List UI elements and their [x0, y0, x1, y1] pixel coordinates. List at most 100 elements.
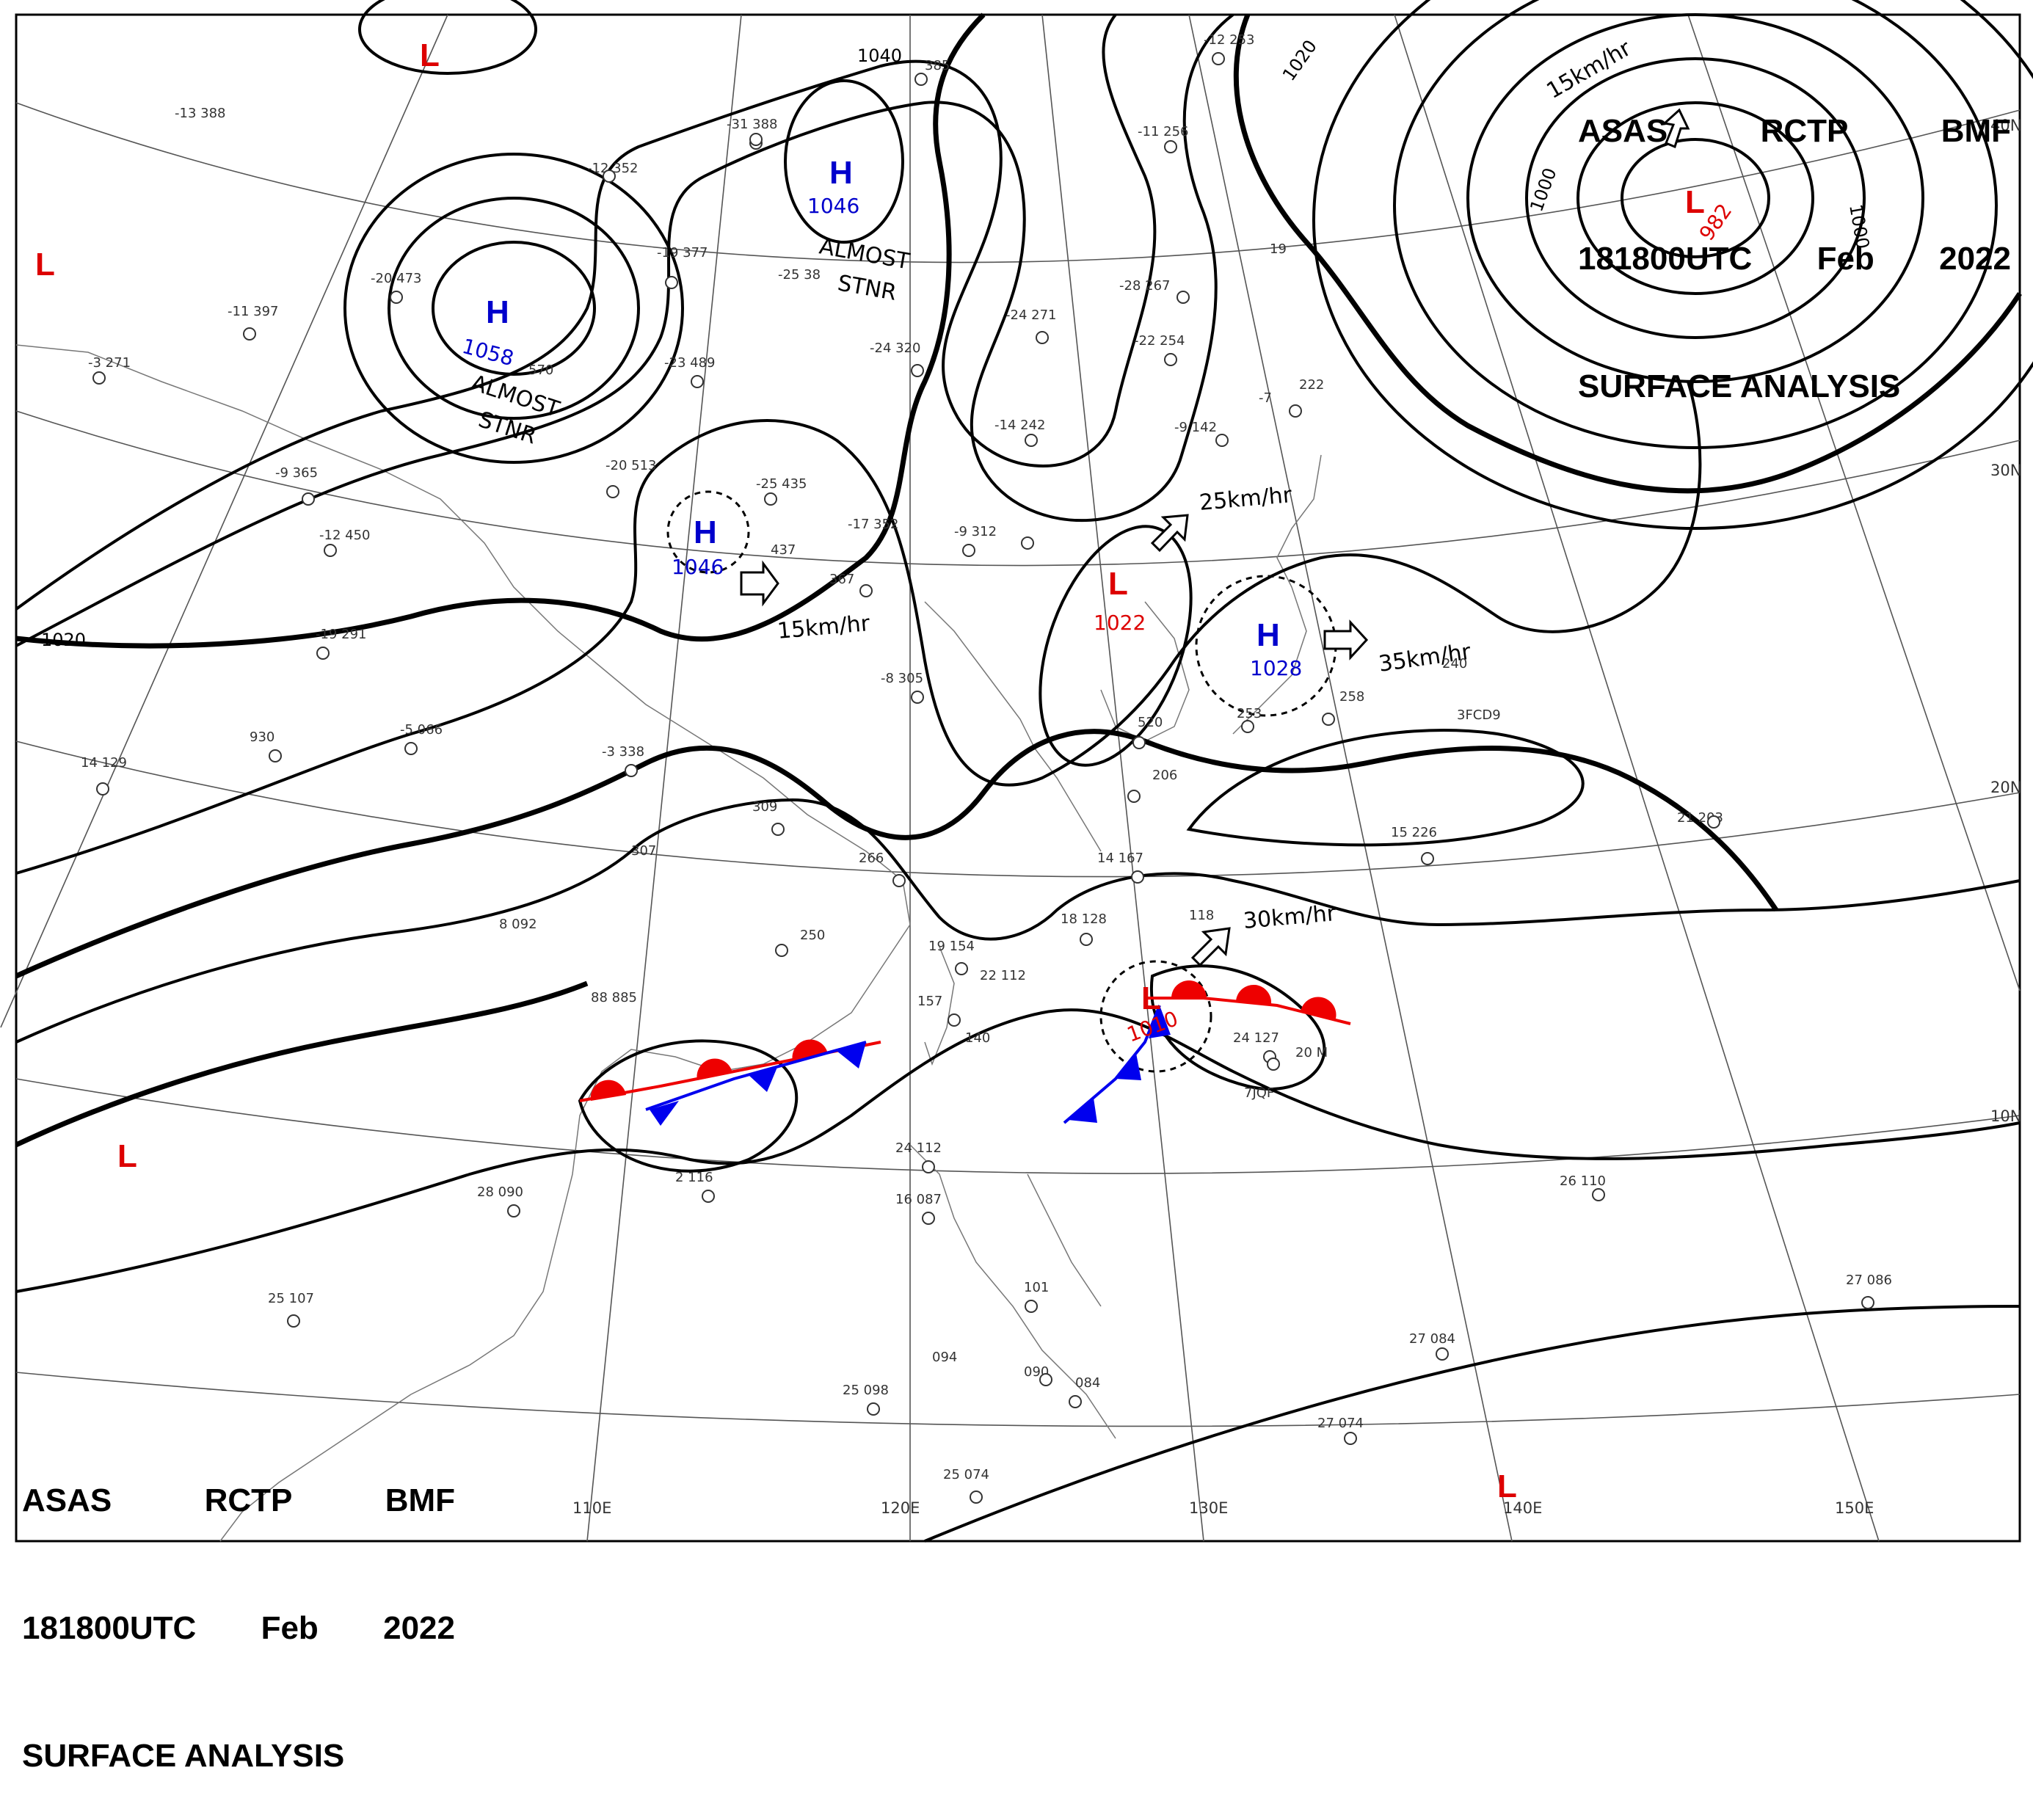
- lat-label: 20N: [1990, 779, 2021, 796]
- header-time: 181800UTC: [1578, 241, 1753, 277]
- arrow-icon: [1190, 927, 1231, 967]
- station-label: 250: [800, 928, 825, 943]
- header-year: 2022: [383, 1610, 455, 1646]
- map-header-bottom: ASAS RCTP BMF 181800UTC Feb 2022 SURFACE…: [22, 1394, 455, 1820]
- low-center: L: [1141, 980, 1161, 1016]
- high-center: H: [1256, 617, 1280, 653]
- station-label: 240: [1442, 656, 1467, 671]
- station-label: 437: [771, 542, 796, 558]
- station-label: -8 305: [881, 671, 923, 686]
- arrow-icon: [740, 560, 779, 607]
- station-label: -24 320: [870, 341, 920, 356]
- station-label: -23 489: [664, 355, 715, 371]
- station-label: 930: [250, 729, 274, 745]
- station-label: -13 388: [175, 106, 225, 121]
- station-label: 253: [1237, 706, 1262, 721]
- station-label: 14 167: [1097, 851, 1143, 866]
- station-label: 14 129: [81, 755, 127, 771]
- note-text: ALMOST: [818, 233, 912, 274]
- longitude-lines: [0, 14, 2021, 1542]
- speed-label: 30km/hr: [1243, 900, 1337, 934]
- station-label: 15 226: [1391, 825, 1437, 840]
- speed-label: 15km/hr: [777, 611, 871, 644]
- station-label: 88 885: [591, 990, 637, 1005]
- header-product: ASAS: [1578, 113, 1668, 149]
- low-center: L: [1108, 566, 1128, 602]
- station-label: -11 397: [228, 304, 278, 319]
- station-label: -12 253: [1204, 32, 1254, 48]
- station-label: -19 377: [657, 245, 708, 261]
- map-border: [15, 13, 2021, 1543]
- station-label: 101: [1024, 1280, 1049, 1295]
- station-label: 520: [1138, 715, 1163, 730]
- station-label: 28 090: [477, 1184, 523, 1200]
- station-label: -22 254: [1134, 333, 1185, 349]
- header-code: BMF: [385, 1482, 455, 1518]
- speed-label: 25km/hr: [1199, 482, 1293, 516]
- isobar-label: 1040: [857, 46, 902, 66]
- station-label: -3 338: [602, 744, 644, 760]
- low-center: L: [35, 247, 55, 283]
- major-isobars: [15, 12, 2022, 1148]
- header-station: RCTP: [1760, 113, 1849, 149]
- station-label: -9 142: [1174, 420, 1217, 435]
- isobar-label: 1020: [41, 630, 86, 650]
- header-time: 181800UTC: [22, 1610, 197, 1646]
- lat-label: 10N: [1990, 1107, 2021, 1125]
- header-month: Feb: [261, 1610, 319, 1646]
- station-label: 570: [528, 363, 553, 378]
- high-pressure: 1046: [672, 555, 724, 579]
- station-label: 266: [859, 851, 884, 866]
- station-label: 25 074: [943, 1467, 989, 1482]
- low-center: L: [420, 37, 440, 73]
- lat-label: 40N: [1990, 117, 2021, 134]
- weather-map: 1040 1020 1020 1000 1000: [0, 0, 2033, 1543]
- header-title: SURFACE ANALYSIS: [1578, 368, 1901, 404]
- station-label: 084: [1075, 1375, 1100, 1391]
- station-label: 24 112: [895, 1140, 942, 1156]
- latitude-labels: 40N 30N 20N 10N: [1990, 117, 2021, 1125]
- high-center: H: [829, 155, 853, 191]
- header-product: ASAS: [22, 1482, 112, 1518]
- low-center: L: [117, 1138, 137, 1174]
- station-label: 22 112: [980, 968, 1026, 983]
- high-pressure: 1046: [807, 194, 859, 218]
- header-year: 2022: [1939, 241, 2011, 277]
- high-center: H: [486, 294, 509, 330]
- header-month: Feb: [1816, 241, 1874, 277]
- station-label: 25 098: [843, 1383, 889, 1398]
- station-label: 3FCD9: [1457, 707, 1501, 723]
- station-label: 385: [925, 58, 950, 73]
- isobars: [15, 0, 2033, 1543]
- station-label: 8 092: [499, 917, 537, 932]
- station-label: 16 087: [895, 1192, 942, 1207]
- station-label: -17 352: [848, 517, 898, 532]
- station-label: 118: [1189, 908, 1214, 923]
- station-label: 27 084: [1409, 1331, 1455, 1347]
- station-label: 27 086: [1846, 1273, 1892, 1288]
- station-label: -20 513: [605, 458, 656, 473]
- station-label: 222: [1299, 377, 1324, 393]
- lon-label: 110E: [572, 1499, 611, 1517]
- station-label: 27 074: [1317, 1416, 1364, 1431]
- low-center: L: [1685, 184, 1705, 220]
- station-label: -31 388: [727, 117, 777, 132]
- station-label: 094: [932, 1350, 957, 1365]
- station-label: -7: [1259, 390, 1272, 406]
- station-label: 206: [1152, 768, 1177, 783]
- station-label: 258: [1339, 689, 1364, 705]
- arrow-icon: [1662, 108, 1690, 149]
- station-label: -9 365: [275, 465, 318, 481]
- note-text: STNR: [836, 270, 899, 305]
- high-pressure: 1058: [459, 334, 516, 371]
- map-header-top: ASAS RCTP BMF 181800UTC Feb 2022 SURFACE…: [1578, 25, 2011, 451]
- header-station: RCTP: [204, 1482, 293, 1518]
- station-label: 140: [965, 1030, 990, 1046]
- lon-label: 140E: [1503, 1499, 1542, 1517]
- station-label: -28 267: [1119, 278, 1170, 294]
- station-label: 19: [1270, 241, 1287, 257]
- station-label: 7JQF: [1244, 1085, 1274, 1101]
- header-code: BMF: [1941, 113, 2011, 149]
- speed-labels: 15km/hr 25km/hr 35km/hr 30km/hr 15km/hr: [777, 35, 1636, 934]
- station-label: 2 116: [675, 1170, 713, 1185]
